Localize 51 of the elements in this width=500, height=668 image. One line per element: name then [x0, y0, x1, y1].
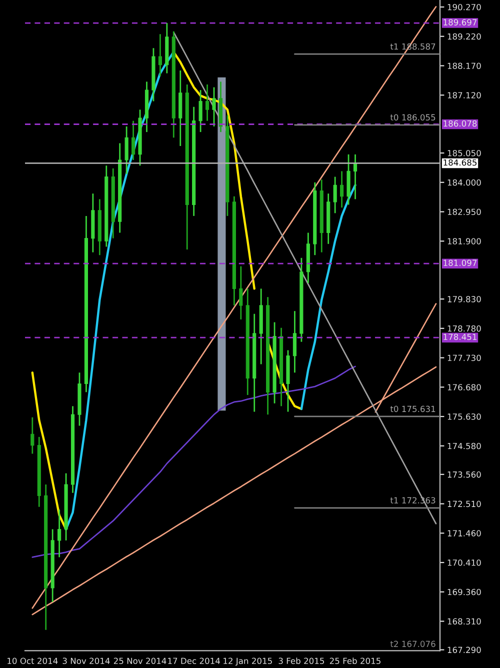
y-tick-label: 190.270 [448, 4, 481, 10]
y-tick-label: 182.950 [448, 208, 481, 216]
candlestick [239, 266, 243, 320]
candlestick [292, 310, 297, 374]
ref-line-label: 181.097 [444, 260, 477, 266]
y-tick-label: 168.310 [448, 618, 481, 625]
y-tick-label: 169.360 [448, 588, 481, 596]
candlestick [205, 84, 210, 122]
y-tick-label: 175.630 [448, 413, 481, 420]
ref-line-label: 189.697 [444, 19, 477, 26]
y-tick-label: 178.780 [448, 325, 481, 332]
candlestick [124, 126, 128, 175]
x-tick-label: 12 Jan 2015 [224, 658, 272, 666]
y-tick-label: 177.730 [448, 354, 481, 362]
y-tick-label: 189.220 [448, 33, 481, 40]
candlestick [340, 170, 344, 208]
x-tick-label: 17 Dec 2014 [168, 658, 220, 664]
y-tick-label: 171.460 [448, 530, 481, 536]
line-series [32, 366, 356, 558]
x-tick-label: 10 Oct 2014 [8, 658, 58, 664]
ref-line-label: t0 175.631 [390, 406, 436, 412]
y-tick-label: 173.560 [448, 471, 481, 478]
ref-line-label: t0 186.055 [390, 114, 436, 121]
ref-line-label: 178.451 [444, 334, 476, 340]
y-tick-label: 181.900 [448, 238, 481, 244]
candlestick [198, 89, 202, 133]
y-tick-label: 179.830 [448, 296, 481, 302]
y-tick-label: 185.050 [448, 150, 481, 156]
y-tick-label: 184.000 [448, 179, 481, 186]
y-tick-label: 170.410 [448, 560, 481, 566]
x-tick-label: 25 Nov 2014 [114, 658, 166, 664]
y-tick-label: 167.290 [448, 646, 481, 654]
ref-line-label: 184.685 [444, 159, 477, 166]
y-tick-label: 174.580 [448, 442, 481, 450]
ref-line-label: 186.078 [444, 120, 477, 127]
x-tick-label: 3 Feb 2015 [278, 658, 324, 664]
candlestick [30, 416, 34, 454]
candlestick [212, 86, 216, 128]
line-series [172, 31, 437, 524]
candlestick [131, 120, 136, 161]
line-series [32, 6, 437, 609]
x-tick-label: 25 Feb 2015 [330, 658, 380, 664]
candlestick [333, 176, 337, 214]
y-tick-label: 176.680 [448, 384, 481, 390]
y-tick-label: 187.120 [448, 92, 481, 98]
candlestick [58, 508, 62, 558]
y-tick-label: 172.510 [448, 500, 481, 508]
candlestick [158, 33, 162, 77]
annotation: t2 167.076 [390, 640, 436, 648]
x-tick-label: 3 Nov 2014 [62, 658, 110, 664]
y-tick-label: 188.170 [448, 62, 481, 70]
